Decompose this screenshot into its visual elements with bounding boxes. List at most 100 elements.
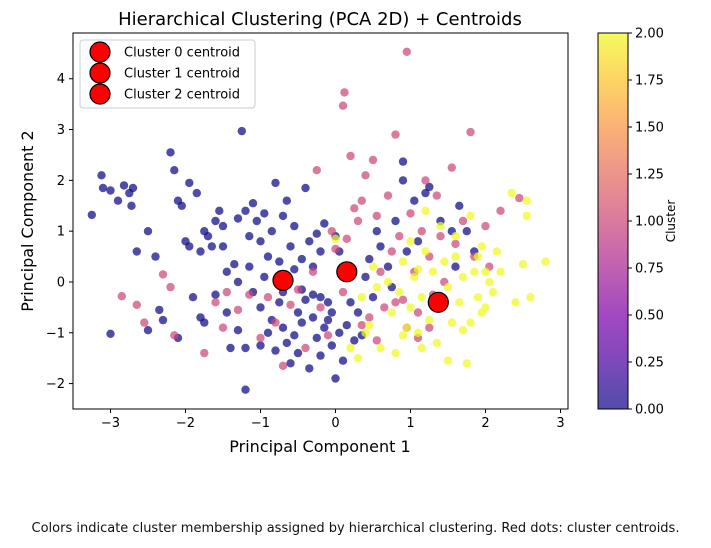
cluster-1-point	[387, 247, 396, 256]
cluster-1-point	[402, 47, 411, 56]
cluster-2-point	[361, 328, 370, 337]
cluster-0-point	[323, 298, 333, 307]
cluster-2-point	[365, 321, 374, 330]
cluster-2-point	[443, 356, 453, 365]
cluster-1-point	[353, 216, 363, 226]
cluster-0-point	[218, 221, 228, 231]
legend-label: Cluster 1 centroid	[124, 67, 240, 82]
cluster-2-point	[368, 262, 378, 271]
cluster-1-point	[222, 287, 231, 297]
cluster-2-point	[406, 237, 415, 246]
cluster-1-centroid	[336, 261, 358, 283]
cluster-1-point	[256, 333, 265, 343]
cluster-0-point	[346, 298, 355, 307]
cluster-2-point	[417, 343, 426, 353]
y-tick-label: 3	[57, 123, 65, 138]
cluster-1-point	[372, 336, 381, 345]
colorbar: 0.00 0.25 0.50 0.75 1.00 1.25 1.50 1.75 2.00 Clu…	[597, 27, 678, 418]
cluster-1-point	[158, 270, 168, 279]
cluster-2-point	[440, 257, 449, 266]
cluster-2-point	[436, 221, 445, 231]
cluster-0-point	[275, 298, 284, 307]
cluster-0-point	[331, 374, 340, 383]
cluster-1-point	[432, 191, 441, 200]
cluster-2-point	[425, 315, 434, 325]
cluster-0-point	[293, 308, 303, 317]
cluster-1-point	[166, 282, 175, 292]
cluster-0-point	[376, 242, 385, 251]
cluster-0-centroid	[272, 269, 294, 291]
cluster-2-point	[443, 282, 453, 292]
cluster-1-point	[200, 348, 209, 358]
cluster-2-point	[421, 206, 430, 215]
cluster-0-point	[297, 254, 306, 264]
legend-marker	[89, 41, 111, 63]
cluster-0-point	[151, 252, 160, 261]
cluster-1-point	[383, 191, 393, 200]
cluster-2-point	[398, 257, 408, 266]
y-tick-label: −2	[46, 377, 65, 392]
cluster-0-point	[87, 210, 97, 220]
cluster-1-point	[316, 303, 325, 312]
cluster-2-point	[507, 188, 516, 198]
cluster-0-point	[200, 227, 209, 236]
cluster-0-point	[316, 351, 325, 360]
cluster-0-point	[106, 186, 115, 195]
cluster-0-point	[196, 247, 205, 256]
cluster-0-point	[398, 176, 408, 185]
cluster-0-point	[271, 178, 280, 188]
cluster-2-point	[346, 343, 355, 353]
x-tick-label: 0	[331, 416, 339, 431]
cluster-0-point	[271, 346, 280, 355]
cluster-0-point	[316, 247, 325, 256]
cluster-2-point	[432, 338, 441, 348]
cluster-1-point	[458, 216, 468, 226]
cluster-0-point	[177, 201, 186, 210]
cluster-0-point	[290, 265, 299, 274]
cluster-2-point	[526, 293, 535, 302]
cluster-1-point	[515, 193, 524, 203]
cluster-1-point	[447, 163, 456, 172]
cluster-1-point	[451, 239, 460, 249]
cluster-0-point	[215, 206, 224, 215]
cluster-2-point	[451, 252, 460, 261]
cluster-1-point	[327, 227, 336, 236]
cluster-0-point	[226, 343, 235, 353]
cluster-0-point	[237, 126, 246, 136]
cluster-0-point	[451, 262, 460, 271]
cluster-0-point	[275, 257, 284, 266]
cluster-1-point	[357, 196, 366, 205]
cluster-0-point	[323, 315, 333, 325]
cluster-1-point	[293, 285, 303, 294]
legend-box	[79, 39, 256, 109]
cluster-1-point	[338, 101, 348, 110]
cluster-0-point	[185, 242, 194, 251]
y-tick-label: 0	[57, 275, 65, 290]
cluster-0-point	[335, 328, 344, 337]
cluster-1-point	[308, 267, 318, 276]
cluster-0-point	[293, 348, 303, 358]
y-axis-label: Principal Component 2	[18, 130, 37, 311]
cluster-0-point	[278, 323, 288, 332]
cluster-1-point	[350, 204, 359, 213]
x-axis-label: Principal Component 1	[229, 437, 410, 456]
colorbar-gradient	[597, 32, 629, 410]
cluster-0-point	[282, 196, 291, 205]
cluster-1-point	[211, 298, 220, 307]
cluster-2-point	[477, 308, 486, 317]
cluster-1-point	[376, 267, 385, 276]
cluster-0-point	[241, 206, 250, 215]
cluster-0-point	[170, 166, 179, 175]
cluster-0-point	[372, 227, 381, 236]
cluster-0-point	[222, 267, 231, 276]
cluster-1-point	[391, 298, 400, 307]
colorbar-tick-label: 1.25	[635, 168, 664, 183]
points-layer	[87, 47, 550, 394]
cluster-0-point	[233, 214, 243, 223]
cluster-1-point	[271, 318, 280, 327]
cluster-2-point	[541, 257, 550, 266]
y-tick-label: 1	[57, 225, 65, 240]
centroid-layer	[272, 261, 449, 313]
cluster-0-point	[312, 229, 321, 238]
cluster-0-point	[365, 254, 374, 264]
